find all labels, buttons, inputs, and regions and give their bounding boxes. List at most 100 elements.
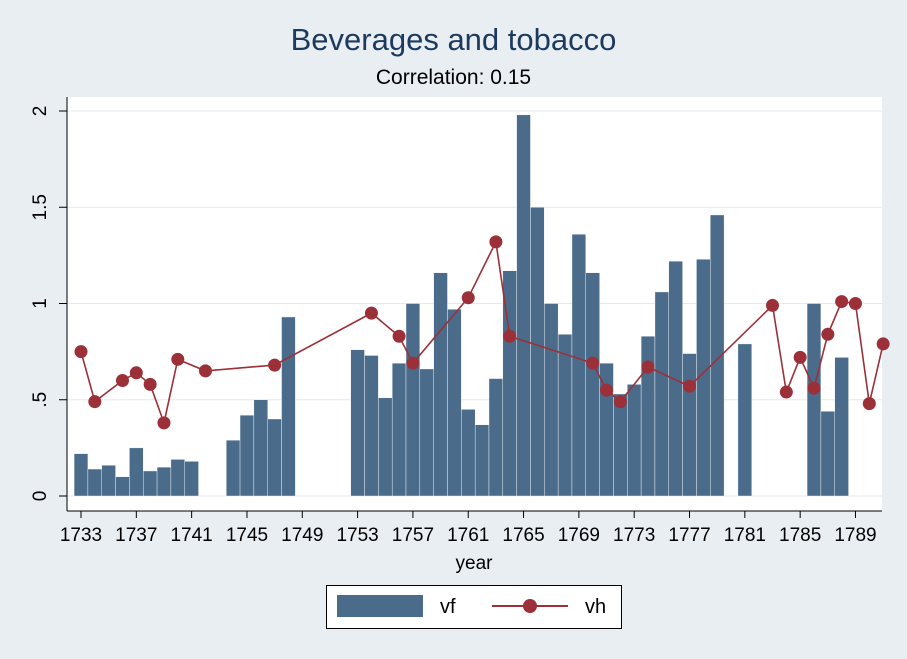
y-tick-label: 2 xyxy=(30,106,51,117)
vf-bar xyxy=(474,424,490,497)
vf-bar xyxy=(571,233,586,497)
x-tick-label: 1741 xyxy=(170,525,212,546)
vh-point xyxy=(129,366,143,380)
vh-point xyxy=(683,379,697,393)
legend-swatch-vh xyxy=(492,599,568,613)
x-axis-ticks: 1733 1737 1741 1745 1749 1753 1757 1761 1765 1769… xyxy=(60,511,877,546)
vf-bar xyxy=(640,336,656,497)
vh-point xyxy=(115,374,129,387)
vf-bar xyxy=(281,316,296,497)
vh-point xyxy=(835,295,849,309)
vf-bar xyxy=(585,272,600,497)
vf-bar xyxy=(682,353,697,497)
y-tick-label: .5 xyxy=(30,392,51,408)
vh-point xyxy=(586,356,600,370)
vf-bar xyxy=(405,303,421,497)
x-tick-label: 1773 xyxy=(613,525,655,546)
vf-bar xyxy=(73,453,89,497)
vh-point xyxy=(821,327,835,341)
vf-bar xyxy=(253,399,268,497)
vf-bar xyxy=(267,418,282,497)
vh-point xyxy=(613,395,627,409)
vf-bar xyxy=(101,465,116,497)
x-tick-label: 1745 xyxy=(226,525,268,546)
vh-point xyxy=(171,352,185,366)
vf-bar xyxy=(226,439,241,497)
chart-subtitle: Correlation: 0.15 xyxy=(375,66,532,89)
x-tick-label: 1733 xyxy=(60,525,102,546)
vh-point xyxy=(489,235,503,249)
vf-bar xyxy=(391,362,407,497)
legend-label-vh: vh xyxy=(585,596,607,618)
vf-bar xyxy=(239,414,255,497)
x-tick-label: 1789 xyxy=(834,525,876,546)
vh-point xyxy=(807,381,821,395)
vf-bar xyxy=(184,461,199,497)
vf-bar xyxy=(433,272,448,497)
vh-point xyxy=(461,291,475,305)
vh-point xyxy=(74,345,88,359)
vf-bar xyxy=(419,368,434,497)
vh-line xyxy=(74,235,890,430)
vf-bar xyxy=(488,378,504,497)
y-tick-label: 0 xyxy=(30,491,51,502)
vh-point xyxy=(779,385,793,399)
vf-bar xyxy=(613,393,628,497)
vh-point xyxy=(766,298,779,312)
vh-point xyxy=(600,383,614,397)
x-tick-label: 1777 xyxy=(668,525,710,546)
vh-point xyxy=(157,416,171,430)
vh-point xyxy=(793,350,807,364)
vf-bar xyxy=(378,397,393,497)
vf-bar xyxy=(143,470,158,497)
vh-point xyxy=(88,395,102,409)
legend: vf vh xyxy=(326,585,622,629)
vh-point xyxy=(503,329,517,343)
vh-point xyxy=(364,306,378,320)
vh-point xyxy=(406,356,420,370)
vf-bar xyxy=(156,466,172,497)
vf-bar xyxy=(710,214,725,497)
vf-bar xyxy=(737,343,752,497)
legend-label-vf: vf xyxy=(440,596,456,618)
legend-swatch-vf xyxy=(337,595,423,617)
vf-bar xyxy=(557,334,573,497)
vf-bar xyxy=(350,349,365,497)
vh-point xyxy=(268,358,282,372)
vf-bar xyxy=(654,291,669,497)
vh-point xyxy=(143,377,157,391)
vf-bar xyxy=(530,207,545,497)
vf-bar xyxy=(544,303,559,497)
y-tick-label: 1.5 xyxy=(30,194,51,220)
vf-bar xyxy=(447,309,462,497)
x-tick-label: 1781 xyxy=(724,525,766,546)
vf-bar xyxy=(516,114,531,497)
x-tick-label: 1749 xyxy=(281,525,323,546)
vh-point xyxy=(848,297,862,310)
x-tick-label: 1785 xyxy=(779,525,821,546)
x-tick-label: 1737 xyxy=(115,525,157,546)
vf-bar xyxy=(668,260,683,497)
vh-point xyxy=(641,360,655,374)
vh-point xyxy=(392,329,406,343)
vh-point xyxy=(862,397,876,411)
vf-bar xyxy=(820,411,835,497)
vf-bar xyxy=(834,357,849,497)
vf-bar xyxy=(129,447,144,497)
vf-bar xyxy=(627,384,642,497)
x-tick-label: 1753 xyxy=(336,525,378,546)
y-axis-ticks: 0 .5 1 1.5 2 xyxy=(30,106,67,502)
vh-point xyxy=(198,364,212,378)
y-tick-label: 1 xyxy=(30,298,51,309)
vf-bar xyxy=(599,362,614,497)
vf-bar xyxy=(170,459,185,497)
vf-bar xyxy=(806,303,822,497)
vf-bar xyxy=(87,468,102,497)
vf-bar xyxy=(115,476,130,497)
chart-title: Beverages and tobacco xyxy=(290,22,617,57)
x-axis-title: year xyxy=(456,553,494,574)
x-tick-label: 1761 xyxy=(447,525,489,546)
vh-point xyxy=(876,337,890,351)
vf-bars xyxy=(73,114,849,497)
